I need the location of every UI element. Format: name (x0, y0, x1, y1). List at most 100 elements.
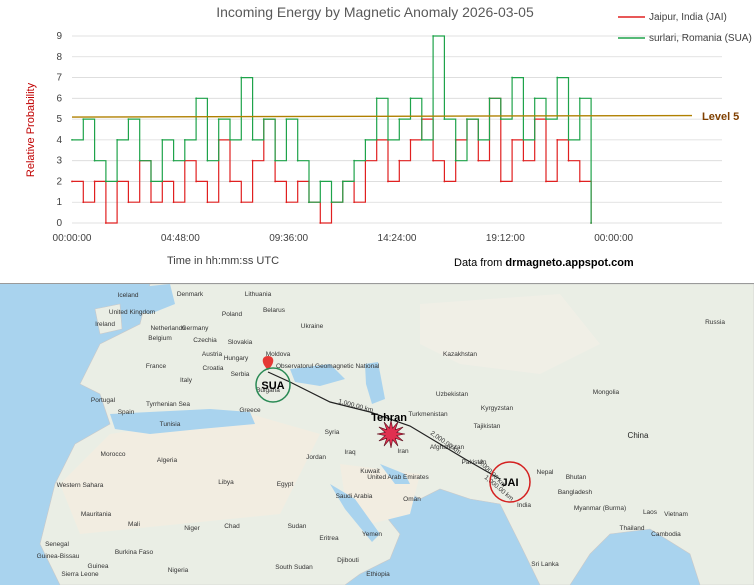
data-point (82, 201, 85, 204)
x-axis-label: Time in hh:mm:ss UTC (167, 255, 279, 267)
country-label: Oman (403, 496, 421, 503)
data-point (387, 138, 389, 141)
data-point (127, 118, 130, 121)
data-point (432, 159, 435, 162)
country-label: Djibouti (337, 557, 359, 564)
country-label: Ireland (95, 321, 115, 328)
jai-ring (489, 461, 531, 503)
data-point (71, 138, 73, 141)
y-tick-label: 4 (56, 135, 62, 146)
data-source-site: drmagneto.appspot.com (505, 257, 634, 269)
data-point (229, 180, 231, 183)
y-tick-label: 7 (56, 73, 62, 84)
country-label: Turkmenistan (408, 411, 448, 418)
data-point (240, 76, 243, 79)
region-map: Iceland Denmark Lithuania United Kingdom Pol… (0, 284, 754, 585)
data-point (477, 159, 480, 162)
data-point (251, 159, 254, 162)
country-label: Eritrea (319, 535, 339, 542)
legend-label-sua: surlari, Romania (SUA) (649, 33, 752, 44)
country-label: Moldova (266, 351, 291, 358)
data-point (206, 201, 209, 204)
country-label: Croatia (203, 365, 224, 372)
country-label: Ethiopia (366, 571, 390, 578)
magnetic-anomaly-chart: Incoming Energy by Magnetic Anomaly 2026… (0, 0, 754, 283)
data-point (150, 201, 152, 204)
country-label: Belgium (148, 335, 171, 342)
level-5-label: Level 5 (702, 111, 739, 123)
country-label: China (628, 431, 649, 440)
country-label: Nepal (537, 469, 555, 476)
x-tick-label: 14:24:00 (378, 233, 417, 244)
sahara-desert (60, 414, 320, 534)
y-tick-label: 1 (56, 197, 62, 208)
data-point (578, 97, 581, 100)
y-tick-label: 5 (56, 114, 62, 125)
data-point (567, 138, 570, 141)
data-point (330, 201, 333, 204)
steppe (420, 294, 600, 374)
x-tick-label: 00:00:00 (594, 233, 633, 244)
country-label: Greece (239, 407, 261, 414)
chart-panel: Incoming Energy by Magnetic Anomaly 2026… (0, 0, 754, 284)
country-label: Myanmar (Burma) (574, 505, 626, 512)
north-sea (120, 284, 175, 314)
country-label: Saudi Arabia (336, 493, 373, 500)
data-point (511, 138, 514, 141)
data-point (398, 159, 401, 162)
country-label: Russia (705, 319, 725, 326)
country-label: Hungary (224, 355, 249, 362)
y-axis-label: Relative Probability (25, 82, 37, 177)
data-point (409, 97, 412, 100)
data-point (499, 180, 502, 183)
y-tick-label: 3 (56, 156, 62, 167)
data-point (285, 118, 288, 121)
data-point (488, 97, 491, 100)
country-label: Belarus (263, 307, 286, 314)
country-label: Egypt (277, 481, 294, 488)
data-point (308, 201, 310, 204)
country-label: Pakistan (462, 459, 487, 466)
country-label: Yemen (362, 531, 382, 538)
country-label: Uzbekistan (436, 391, 469, 398)
data-point (443, 180, 446, 183)
y-tick-label: 2 (56, 176, 62, 187)
x-tick-labels: 00:00:00 04:48:00 09:36:00 14:24:00 19:12:00… (53, 233, 634, 244)
data-point (375, 97, 378, 100)
sua-marker-label: SUA (261, 380, 284, 392)
map-pin-icon (262, 356, 274, 370)
country-label: Chad (224, 523, 240, 530)
data-point (172, 159, 175, 162)
country-label: Ukraine (301, 323, 324, 330)
series-1 (71, 35, 592, 224)
country-label: Laos (643, 509, 658, 516)
x-tick-label: 19:12:00 (486, 233, 525, 244)
data-point (522, 138, 525, 141)
country-label: Mauritania (81, 511, 112, 518)
tehran-burst-icon (376, 419, 406, 449)
legend: Jaipur, India (JAI) surlari, Romania (SU… (618, 12, 752, 44)
country-label: Vietnam (664, 511, 688, 518)
country-label: Bangladesh (558, 489, 593, 496)
country-label: Morocco (101, 451, 126, 458)
data-point (499, 118, 502, 121)
country-label: Tajikistan (474, 423, 501, 430)
country-label: Guinea-Bissau (37, 553, 80, 560)
country-label: Kuwait (360, 468, 380, 475)
data-point (545, 118, 547, 121)
black-sea (290, 364, 345, 386)
data-point (522, 159, 525, 162)
data-point (195, 97, 198, 100)
data-point (477, 138, 480, 141)
country-label: Thailand (620, 525, 645, 532)
data-point (172, 201, 175, 204)
data-point (454, 159, 457, 162)
country-label: Kyrgyzstan (481, 405, 514, 412)
country-label: Italy (180, 377, 193, 384)
data-source-note: Data from drmagneto.appspot.com (454, 257, 634, 269)
data-source-prefix: Data from (454, 257, 505, 269)
country-label: United Arab Emirates (367, 474, 429, 481)
country-label: Sudan (288, 523, 307, 530)
country-label: Western Sahara (57, 482, 104, 489)
data-point (296, 159, 299, 162)
